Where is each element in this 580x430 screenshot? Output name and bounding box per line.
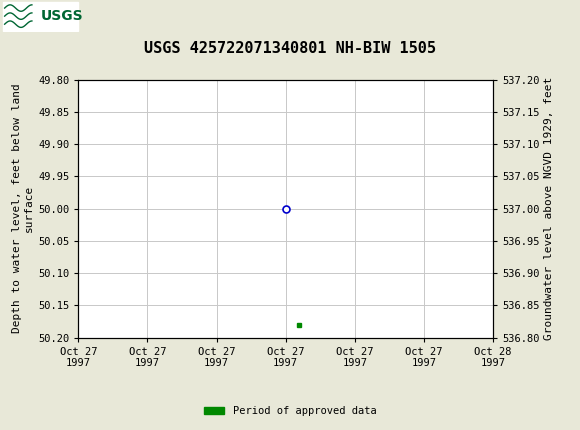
Text: USGS 425722071340801 NH-BIW 1505: USGS 425722071340801 NH-BIW 1505 (144, 41, 436, 56)
Legend: Period of approved data: Period of approved data (200, 402, 380, 421)
Y-axis label: Groundwater level above NGVD 1929, feet: Groundwater level above NGVD 1929, feet (543, 77, 554, 340)
Y-axis label: Depth to water level, feet below land
surface: Depth to water level, feet below land su… (12, 84, 34, 333)
FancyBboxPatch shape (3, 2, 78, 31)
Text: USGS: USGS (41, 9, 83, 23)
